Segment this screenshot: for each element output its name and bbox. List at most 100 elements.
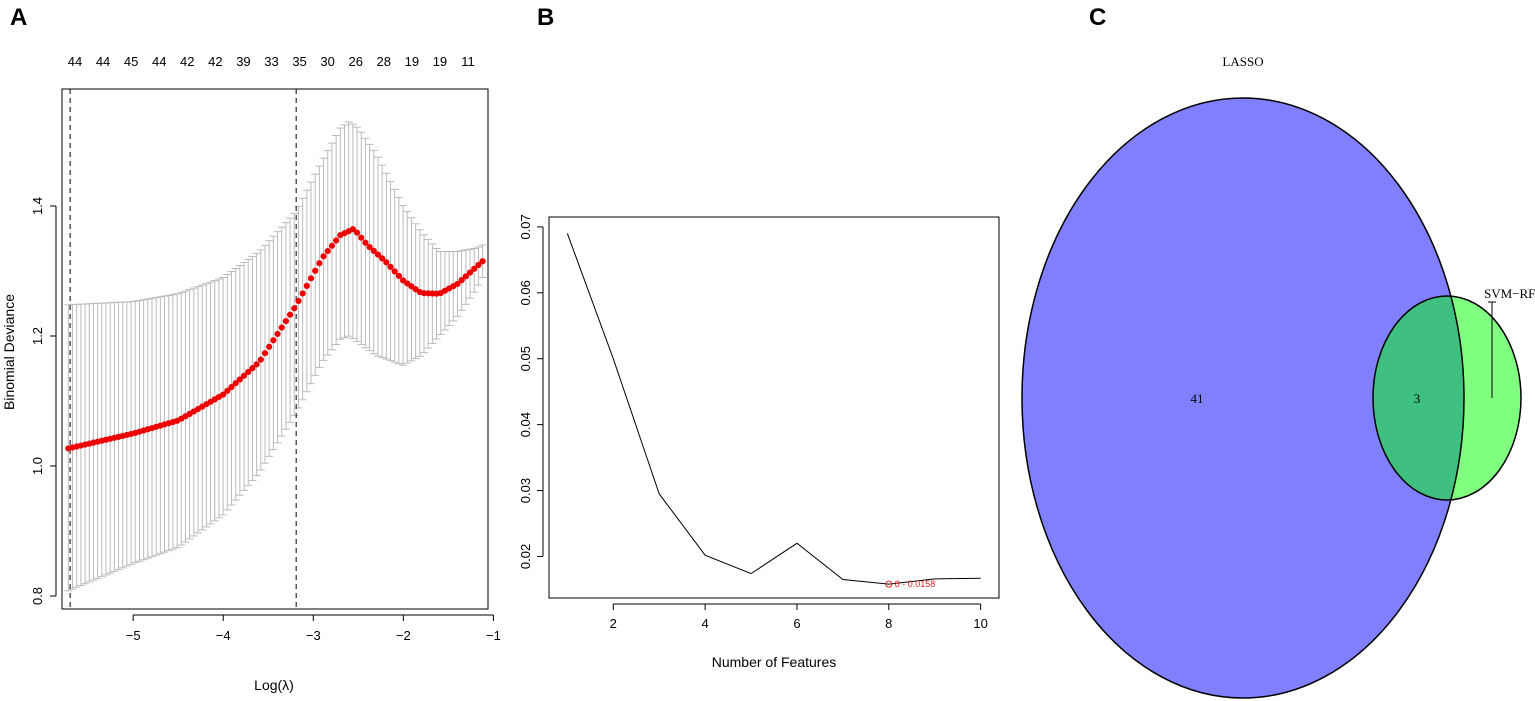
y-tick-label: 0.05 [518, 346, 533, 371]
venn-set-svm-rfe-outline [1372, 295, 1522, 501]
y-tick-label: 1.2 [30, 327, 45, 345]
top-axis-label: 28 [377, 54, 391, 69]
deviance-point [353, 229, 361, 236]
deviance-point [349, 226, 356, 233]
x-tick-label: −5 [126, 628, 141, 643]
panel-label-b: B [537, 4, 554, 31]
deviance-point [245, 368, 252, 376]
panel-c-venn: LASSO SVM−RF 41 3 [1021, 54, 1535, 699]
top-axis-label: 19 [433, 54, 447, 69]
y-tick-label: 0.02 [518, 544, 533, 569]
y-tick-label: 0.03 [518, 478, 533, 503]
panel-b-error-line [566, 233, 981, 585]
deviance-point [240, 372, 248, 379]
venn-count-intersection: 3 [1414, 391, 1421, 406]
deviance-point [370, 247, 377, 254]
deviance-point [312, 267, 319, 274]
deviance-point [307, 275, 315, 282]
panel-a-y-axis: 0.8 1.0 1.2 1.4 [30, 197, 57, 605]
panel-b-x-axis: 2 4 6 8 10 [610, 603, 988, 631]
deviance-point [282, 317, 290, 325]
panel-a-top-axis: 44 44 45 44 42 42 39 33 35 30 26 28 19 19 11 [68, 54, 475, 69]
top-axis-label: 42 [180, 54, 194, 69]
deviance-point [479, 258, 486, 265]
panel-a-deviance-points [65, 226, 486, 452]
deviance-point [303, 282, 310, 289]
panel-a-plot-box [61, 88, 489, 610]
deviance-point [379, 255, 386, 262]
top-axis-label: 30 [320, 54, 334, 69]
deviance-point [320, 253, 327, 260]
top-axis-label: 44 [96, 54, 110, 69]
panel-b-y-axis: 0.02 0.03 0.04 0.05 0.06 0.07 [518, 214, 544, 569]
panel-a-x-axis: −5 −4 −3 −2 −1 [126, 614, 501, 643]
deviance-point [383, 259, 390, 266]
deviance-point [466, 269, 474, 276]
venn-count-lasso-only: 41 [1191, 391, 1204, 406]
deviance-point [454, 280, 461, 288]
venn-intersection [1373, 296, 1464, 500]
deviance-point [224, 387, 231, 394]
venn-set-lasso-outline [1021, 97, 1465, 699]
panel-label-a: A [10, 4, 27, 31]
x-tick-label: −1 [486, 628, 501, 643]
deviance-point [286, 311, 294, 318]
y-tick-label: 1.0 [30, 457, 45, 475]
top-axis-label: 44 [68, 54, 82, 69]
x-tick-label: 8 [885, 616, 892, 631]
venn-set-lasso [1022, 98, 1464, 698]
y-tick-label: 0.04 [518, 412, 533, 437]
deviance-point [366, 243, 373, 251]
x-tick-label: 10 [973, 616, 987, 631]
deviance-point [458, 277, 465, 284]
y-tick-label: 0.07 [518, 214, 533, 239]
panel-a-y-axis-label: Binomial Deviance [1, 294, 17, 410]
deviance-point [328, 242, 336, 249]
deviance-point [471, 265, 478, 272]
deviance-point [257, 356, 264, 363]
top-axis-label: 11 [461, 54, 475, 69]
deviance-point [253, 361, 260, 368]
deviance-point [333, 237, 340, 244]
panel-b-x-axis-label: Number of Features [712, 654, 837, 670]
top-axis-label: 35 [292, 54, 306, 69]
y-tick-label: 0.06 [518, 280, 533, 305]
deviance-point [316, 260, 323, 267]
venn-label-svm-rfe: SVM−RF [1484, 286, 1535, 301]
panel-a-lasso-cv-plot: −5 −4 −3 −2 −1 0.8 1.0 1.2 1.4 44 44 45 44 42 42 39 33… [1, 54, 501, 693]
top-axis-label: 19 [405, 54, 419, 69]
deviance-point [395, 272, 403, 280]
deviance-point [270, 337, 277, 344]
panel-b-min-marker [885, 580, 893, 588]
deviance-point [475, 261, 482, 269]
top-axis-label: 26 [348, 54, 362, 69]
deviance-point [324, 247, 331, 255]
deviance-point [387, 263, 394, 270]
panel-b-min-annotation: 8 - 0.0158 [895, 579, 936, 589]
x-tick-label: 4 [702, 616, 709, 631]
top-axis-label: 44 [152, 54, 166, 69]
deviance-point [374, 251, 382, 258]
x-tick-label: −3 [306, 628, 321, 643]
y-tick-label: 0.8 [30, 587, 45, 605]
panel-a-x-axis-label: Log(λ) [254, 677, 294, 693]
top-axis-label: 45 [124, 54, 138, 69]
top-axis-label: 33 [264, 54, 278, 69]
x-tick-label: 2 [610, 616, 617, 631]
panel-a-lambda-lines [69, 89, 297, 609]
top-axis-label: 39 [236, 54, 250, 69]
deviance-point [278, 324, 285, 331]
deviance-point [274, 330, 281, 338]
deviance-point [228, 383, 235, 391]
panel-label-c: C [1089, 4, 1106, 31]
x-tick-label: 6 [793, 616, 800, 631]
venn-label-lasso: LASSO [1222, 54, 1263, 69]
deviance-point [299, 290, 306, 297]
deviance-point [249, 365, 256, 372]
top-axis-label: 42 [208, 54, 222, 69]
deviance-point [391, 268, 398, 275]
deviance-point [295, 297, 302, 305]
panel-b-plot-box [548, 216, 1000, 599]
deviance-point [232, 380, 239, 387]
